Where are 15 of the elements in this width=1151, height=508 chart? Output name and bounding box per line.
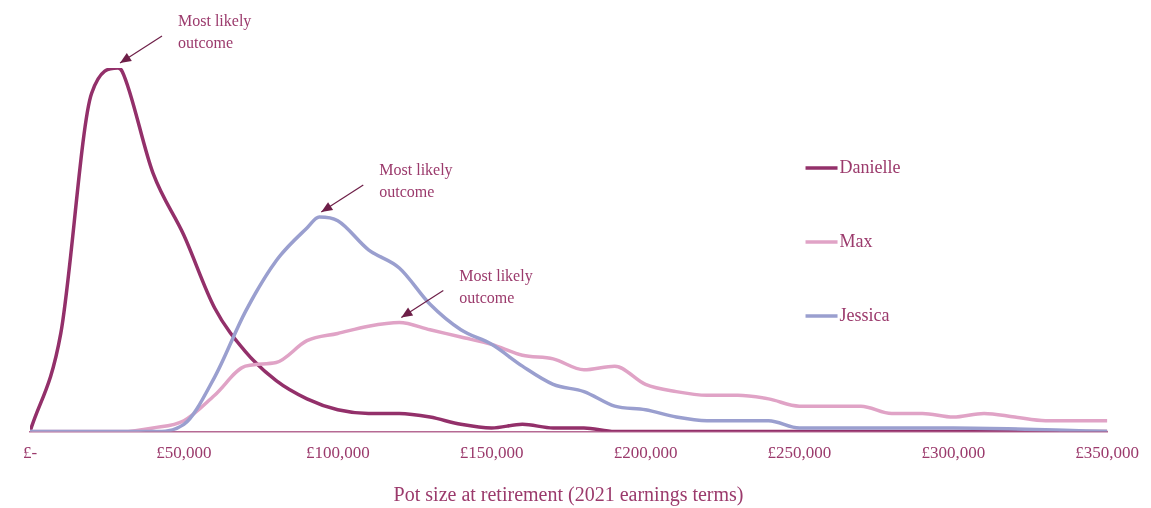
legend-label: Max: [839, 230, 873, 251]
x-tick-label: £150,000: [459, 443, 524, 463]
x-tick-label: £100,000: [305, 443, 370, 463]
legend-label: Jessica: [839, 304, 890, 325]
x-tick-label: £50,000: [156, 443, 212, 463]
annotation: Most likely outcome: [459, 266, 533, 306]
x-tick-label: £300,000: [921, 443, 986, 463]
x-axis-title: Pot size at retirement (2021 earnings terms): [393, 483, 744, 507]
x-tick-label: £200,000: [613, 443, 678, 463]
x-tick-label: £-: [22, 443, 38, 463]
x-tick-label: £350,000: [1075, 443, 1139, 463]
x-tick-label: £250,000: [767, 443, 832, 463]
annotation: Most likely outcome: [178, 12, 252, 52]
annotation: Most likely outcome: [379, 161, 453, 201]
legend-label: Danielle: [839, 156, 901, 177]
